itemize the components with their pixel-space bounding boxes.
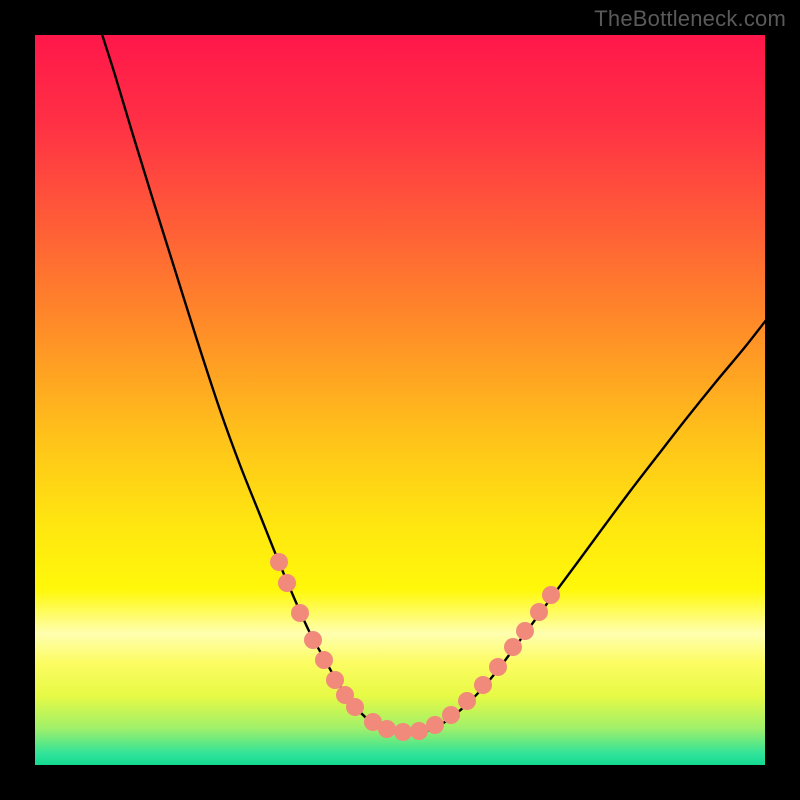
scatter-point bbox=[410, 722, 428, 740]
chart-overlay bbox=[35, 35, 765, 765]
scatter-point bbox=[542, 586, 560, 604]
scatter-point bbox=[516, 622, 534, 640]
scatter-point bbox=[378, 720, 396, 738]
watermark-text: TheBottleneck.com bbox=[594, 6, 786, 32]
scatter-point bbox=[474, 676, 492, 694]
scatter-point bbox=[504, 638, 522, 656]
scatter-point bbox=[489, 658, 507, 676]
scatter-point bbox=[326, 671, 344, 689]
scatter-point bbox=[442, 706, 460, 724]
scatter-point bbox=[315, 651, 333, 669]
v-curve bbox=[99, 35, 765, 734]
scatter-point bbox=[278, 574, 296, 592]
scatter-point bbox=[394, 723, 412, 741]
scatter-point bbox=[346, 698, 364, 716]
scatter-point bbox=[426, 716, 444, 734]
scatter-point bbox=[530, 603, 548, 621]
scatter-markers bbox=[270, 553, 560, 741]
scatter-point bbox=[270, 553, 288, 571]
scatter-point bbox=[458, 692, 476, 710]
plot-area bbox=[35, 35, 765, 765]
scatter-point bbox=[291, 604, 309, 622]
scatter-point bbox=[304, 631, 322, 649]
